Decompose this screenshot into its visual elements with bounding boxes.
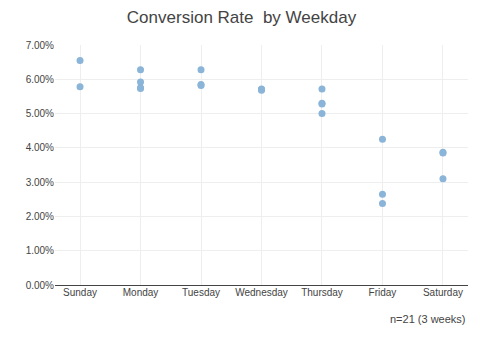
svg-text:Conversion Rate by Weekday: Conversion Rate by Weekday: [127, 8, 357, 27]
svg-text:1.00%: 1.00%: [26, 245, 54, 256]
svg-text:0.00%: 0.00%: [26, 280, 54, 291]
svg-text:3.00%: 3.00%: [26, 177, 54, 188]
svg-text:6.00%: 6.00%: [26, 74, 54, 85]
svg-text:4.00%: 4.00%: [26, 142, 54, 153]
svg-text:Tuesday: Tuesday: [182, 287, 220, 298]
svg-text:n=21 (3 weeks): n=21 (3 weeks): [390, 313, 466, 325]
svg-text:Thursday: Thursday: [301, 287, 343, 298]
svg-text:5.00%: 5.00%: [26, 108, 54, 119]
svg-text:Sunday: Sunday: [63, 287, 97, 298]
svg-text:2.00%: 2.00%: [26, 211, 54, 222]
svg-text:Monday: Monday: [123, 287, 159, 298]
svg-text:7.00%: 7.00%: [26, 40, 54, 51]
svg-text:Saturday: Saturday: [423, 287, 463, 298]
svg-text:Wednesday: Wednesday: [235, 287, 288, 298]
svg-text:Friday: Friday: [369, 287, 397, 298]
